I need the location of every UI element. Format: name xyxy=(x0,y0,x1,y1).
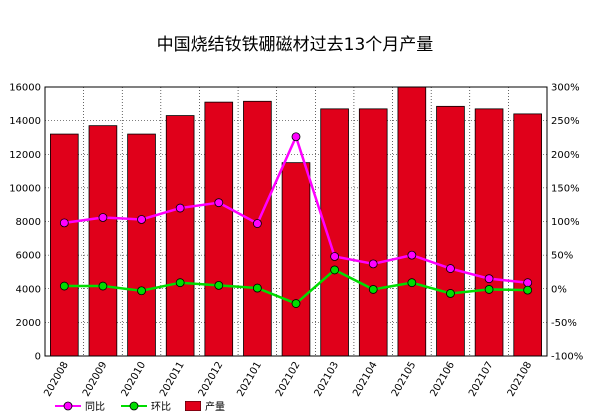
bar xyxy=(436,105,465,357)
bar xyxy=(127,133,156,357)
chart-title: 中国烧结钕铁硼磁材过去13个月产量 xyxy=(156,35,434,55)
left-axis-tick-label: 2000 xyxy=(16,318,41,329)
data-point xyxy=(446,289,455,298)
bar xyxy=(204,101,234,357)
data-point xyxy=(214,198,224,208)
right-axis-tick-label: 0% xyxy=(551,284,567,295)
data-point xyxy=(523,278,533,288)
right-axis-tick-label: 200% xyxy=(551,150,580,161)
right-axis-tick-label: -100% xyxy=(551,352,583,363)
left-axis-tick-label: 12000 xyxy=(9,150,41,161)
plot-border xyxy=(44,86,548,357)
bar xyxy=(513,113,542,357)
x-axis-tick-label: 202101 xyxy=(235,360,264,399)
bar xyxy=(397,86,427,357)
right-axis-tick-label: 100% xyxy=(551,217,580,228)
data-point xyxy=(59,281,69,291)
left-axis-tick-label: 0 xyxy=(35,352,41,363)
left-axis-tick-label: 14000 xyxy=(9,116,41,127)
left-axis-tick-label: 8000 xyxy=(16,217,41,228)
bar xyxy=(320,108,349,357)
x-axis-tick-label: 202011 xyxy=(158,360,187,399)
x-axis-tick-label: 202103 xyxy=(313,360,342,399)
legend-label-yoy: 同比 xyxy=(85,402,105,413)
bar xyxy=(243,100,272,357)
left-axis-tick-label: 16000 xyxy=(9,83,41,94)
data-point xyxy=(407,278,417,288)
data-point xyxy=(252,219,262,228)
bar xyxy=(281,162,311,357)
bar xyxy=(474,108,504,357)
legend-marker-output xyxy=(185,400,201,411)
data-point xyxy=(137,215,146,224)
data-point xyxy=(484,274,494,284)
data-point xyxy=(368,259,378,269)
x-axis-tick-label: 202008 xyxy=(42,360,71,399)
data-point xyxy=(252,283,262,293)
data-point xyxy=(291,132,301,142)
legend-label-mom: 环比 xyxy=(151,402,171,413)
x-axis-tick-label: 202107 xyxy=(467,360,496,399)
legend-item-yoy: 同比 xyxy=(55,398,105,413)
bar xyxy=(165,115,195,357)
data-point xyxy=(59,218,69,228)
data-point xyxy=(368,285,378,294)
x-axis-tick-label: 202012 xyxy=(197,360,226,399)
data-point xyxy=(175,203,185,213)
data-point xyxy=(137,286,146,296)
legend-item-output: 产量 xyxy=(185,398,225,413)
data-point xyxy=(330,265,340,275)
x-axis-tick-label: 202010 xyxy=(120,360,149,399)
x-axis-tick-label: 202108 xyxy=(506,360,535,399)
bar xyxy=(358,108,388,357)
right-axis-tick-label: 50% xyxy=(551,251,573,262)
right-axis-tick-label: -50% xyxy=(551,318,577,329)
right-axis-tick-label: 250% xyxy=(551,116,580,127)
right-axis-tick-label: 150% xyxy=(551,183,580,194)
data-point xyxy=(214,280,224,290)
data-point xyxy=(291,299,301,308)
legend-item-mom: 环比 xyxy=(121,398,171,413)
data-point xyxy=(175,278,185,288)
right-axis-tick-label: 300% xyxy=(551,83,580,94)
data-point xyxy=(407,250,417,260)
legend-marker-yoy xyxy=(55,401,81,410)
left-axis-tick-label: 4000 xyxy=(16,284,41,295)
x-axis-tick-label: 202102 xyxy=(274,360,303,399)
x-axis-tick-label: 202104 xyxy=(351,360,380,399)
data-point xyxy=(98,213,108,222)
data-point xyxy=(446,264,455,273)
x-axis-tick-label: 202106 xyxy=(428,360,457,399)
x-axis-tick-label: 202009 xyxy=(81,360,110,399)
data-point xyxy=(330,252,340,261)
data-point xyxy=(98,281,108,291)
bar xyxy=(88,125,118,357)
legend-marker-mom xyxy=(121,401,147,410)
left-axis-tick-label: 10000 xyxy=(9,183,41,194)
x-axis-tick-label: 202105 xyxy=(390,360,419,399)
data-point xyxy=(484,285,494,294)
left-axis-tick-label: 6000 xyxy=(16,251,41,262)
legend-label-output: 产量 xyxy=(205,402,225,413)
data-point xyxy=(523,285,533,295)
bar xyxy=(50,133,79,357)
